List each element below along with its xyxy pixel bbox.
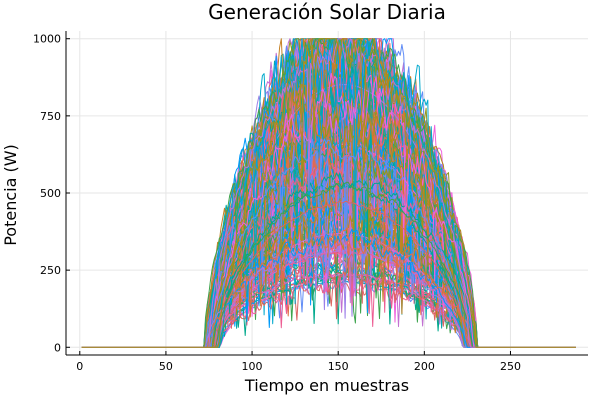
x-tick-label: 0 [76, 360, 83, 373]
x-tick-label: 150 [328, 360, 349, 373]
y-tick-label: 0 [54, 341, 61, 354]
axes-layer: 0 50 100 150 200 250 0 250 500 750 1000 [33, 31, 588, 373]
y-tick-label: 250 [40, 264, 61, 277]
x-tick-label: 50 [159, 360, 173, 373]
y-tick-label: 1000 [33, 33, 61, 46]
x-tick-label: 250 [500, 360, 521, 373]
x-tick-label: 200 [414, 360, 435, 373]
y-axis-label: Potencia (W) [1, 144, 20, 246]
y-tick-label: 750 [40, 110, 61, 123]
series-layer [81, 38, 576, 348]
series-line [81, 38, 576, 348]
x-axis-label: Tiempo en muestras [244, 376, 409, 395]
y-tick-label: 500 [40, 187, 61, 200]
chart-title: Generación Solar Diaria [208, 0, 446, 24]
x-tick-label: 100 [242, 360, 263, 373]
